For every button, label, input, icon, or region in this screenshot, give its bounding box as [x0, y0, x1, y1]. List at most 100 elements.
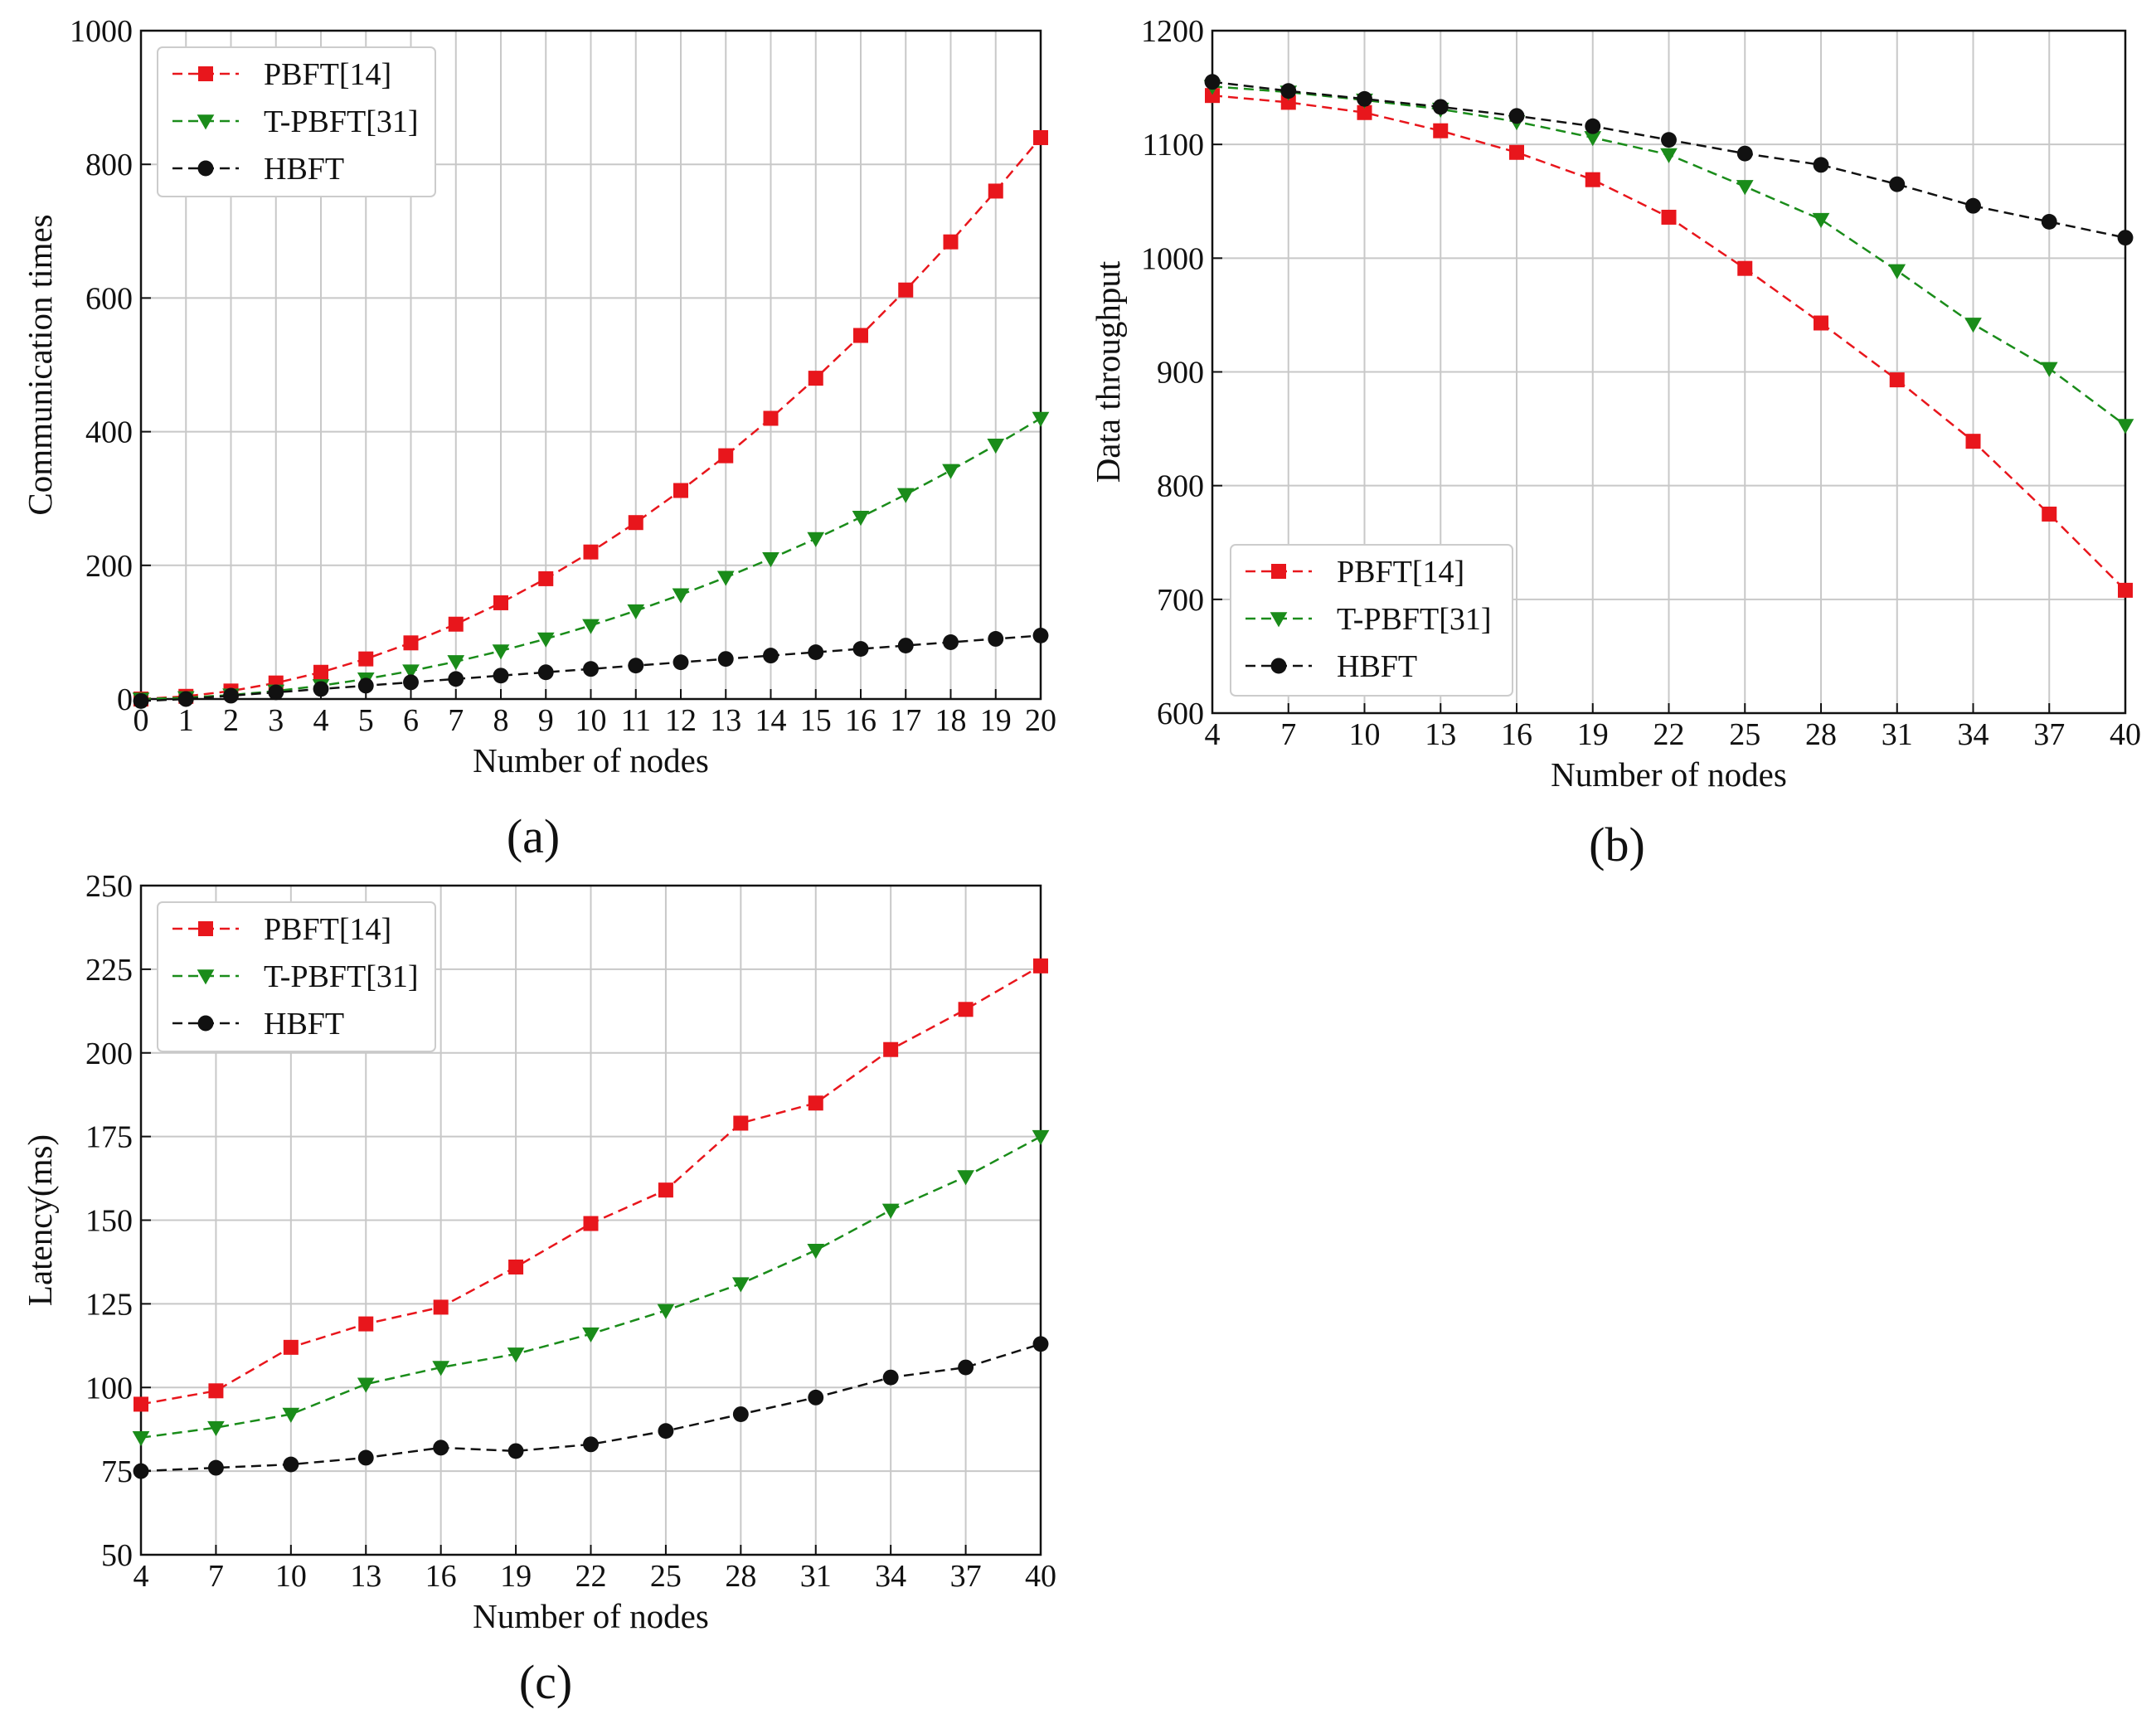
data-point-pbft: [208, 1383, 224, 1399]
series-hbft: [133, 627, 1049, 709]
x-tick-label: 6: [403, 703, 419, 738]
x-tick-label: 28: [1805, 717, 1837, 752]
x-tick-label: 2: [223, 703, 239, 738]
triangle-down-marker-icon: [197, 114, 215, 130]
data-point-pbft: [733, 1115, 749, 1131]
data-point-pbft: [433, 1299, 449, 1315]
x-tick-label: 9: [538, 703, 554, 738]
data-point-hbft: [507, 1443, 524, 1459]
data-point-hbft: [403, 674, 419, 691]
data-point-tpbft: [672, 588, 690, 604]
x-tick-label: 10: [1349, 717, 1381, 752]
data-point-pbft: [1889, 372, 1905, 388]
data-point-tpbft: [582, 1327, 600, 1343]
data-point-hbft: [1357, 90, 1372, 107]
data-point-hbft: [1032, 627, 1049, 643]
data-point-pbft: [1357, 104, 1372, 120]
data-point-pbft: [283, 1339, 299, 1355]
data-point-pbft: [313, 664, 328, 680]
legend: PBFT[14] T-PBFT[31] HBFT: [1230, 544, 1513, 697]
data-point-pbft: [853, 328, 868, 343]
x-tick-label: 15: [800, 703, 832, 738]
x-tick-label: 10: [575, 703, 607, 738]
data-point-tpbft: [807, 1244, 825, 1260]
data-point-hbft: [808, 644, 824, 661]
legend-label-tpbft: T-PBFT[31]: [264, 959, 419, 994]
data-point-tpbft: [731, 1277, 750, 1293]
y-tick-label: 600: [1157, 697, 1204, 731]
legend-label-tpbft: T-PBFT[31]: [1337, 602, 1492, 637]
x-tick-label: 16: [1501, 717, 1532, 752]
y-axis-label: Latency(ms): [21, 1134, 59, 1306]
data-point-tpbft: [807, 532, 825, 547]
x-tick-label: 22: [575, 1559, 607, 1594]
data-point-pbft: [1661, 209, 1677, 225]
x-tick-label: 16: [425, 1559, 457, 1594]
legend-box: [157, 46, 436, 197]
x-tick-label: 4: [1205, 717, 1221, 752]
y-tick-label: 50: [101, 1538, 133, 1573]
data-point-hbft: [988, 631, 1004, 647]
y-tick-label: 1100: [1142, 128, 1204, 163]
axes-frame: [139, 884, 1042, 1556]
legend-label-pbft: PBFT[14]: [264, 57, 391, 92]
data-point-pbft: [943, 234, 959, 250]
data-point-hbft: [313, 681, 329, 697]
x-tick-label: 28: [725, 1559, 756, 1594]
data-point-pbft: [658, 1182, 673, 1198]
y-tick-label: 0: [117, 682, 133, 717]
circle-marker-icon: [197, 1015, 214, 1032]
data-point-hbft: [357, 677, 374, 694]
x-tick-label: 22: [1653, 717, 1685, 752]
data-point-hbft: [958, 1359, 974, 1376]
data-point-pbft: [718, 448, 734, 464]
data-point-hbft: [1965, 197, 1981, 214]
x-tick-label: 4: [134, 1559, 149, 1594]
x-tick-label: 11: [620, 703, 651, 738]
data-point-tpbft: [207, 1420, 225, 1437]
data-point-hbft: [628, 658, 644, 674]
data-point-pbft: [583, 544, 599, 560]
series-pbft: [134, 958, 1048, 1412]
chart-c: 4 7 10 13 16 19 22 25 28 31 34 37 40 50 75 100 125 150 175…: [21, 869, 1056, 1709]
data-point-pbft: [1205, 88, 1220, 104]
x-tick-label: 37: [950, 1559, 982, 1594]
data-point-tpbft: [2040, 362, 2058, 377]
data-point-tpbft: [987, 438, 1005, 454]
y-tick-label: 250: [85, 869, 133, 904]
data-point-hbft: [852, 641, 869, 657]
series-hbft: [1204, 74, 2134, 246]
data-point-tpbft: [582, 619, 600, 634]
x-tick-label: 7: [448, 703, 464, 738]
x-tick-label: 13: [350, 1559, 381, 1594]
data-point-pbft: [673, 483, 688, 498]
legend: PBFT[14] T-PBFT[31] HBFT: [157, 901, 436, 1052]
data-point-pbft: [493, 595, 508, 610]
x-tick-label: 1: [178, 703, 194, 738]
y-tick-label: 125: [85, 1287, 133, 1322]
x-tick-label: 8: [493, 703, 509, 738]
data-point-hbft: [133, 692, 149, 709]
data-point-hbft: [177, 691, 194, 707]
chart-caption: (b): [1589, 818, 1645, 871]
triangle-down-marker-icon: [197, 969, 215, 985]
x-tick-label: 4: [313, 703, 329, 738]
data-point-hbft: [2041, 213, 2057, 230]
y-axis-label: Communication times: [21, 214, 59, 515]
data-point-pbft: [2118, 582, 2133, 598]
x-tick-label: 34: [1958, 717, 1989, 752]
y-tick-label: 1200: [1141, 14, 1204, 49]
data-point-hbft: [1889, 176, 1906, 192]
y-tick-label: 800: [1157, 469, 1204, 504]
series-pbft: [1205, 88, 2133, 598]
legend-label-pbft: PBFT[14]: [264, 912, 391, 947]
circle-marker-icon: [1270, 658, 1287, 674]
data-point-pbft: [134, 1396, 148, 1412]
data-point-hbft: [1585, 118, 1601, 134]
data-point-pbft: [538, 570, 554, 586]
x-tick-label: 25: [1729, 717, 1760, 752]
data-point-pbft: [898, 282, 914, 298]
data-point-tpbft: [357, 1377, 375, 1393]
x-tick-label: 19: [500, 1559, 532, 1594]
